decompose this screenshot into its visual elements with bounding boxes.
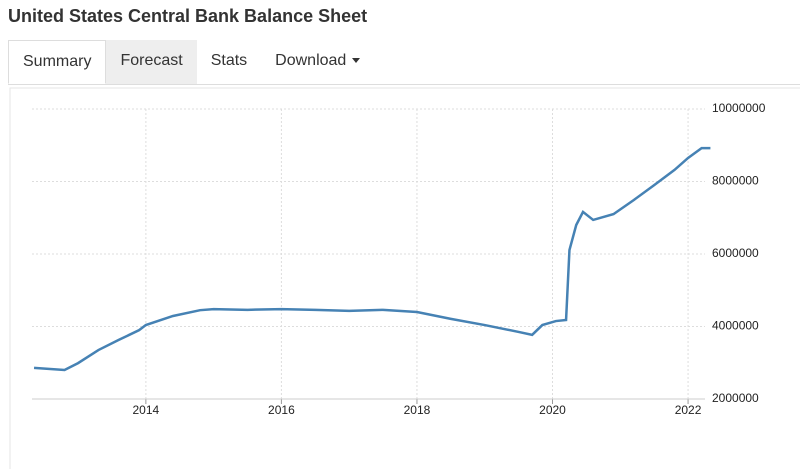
x-tick-label: 2022 — [675, 403, 702, 417]
tab[interactable]: Summary — [8, 40, 107, 84]
tab[interactable]: Download — [261, 40, 374, 84]
x-tick-label: 2016 — [268, 403, 295, 417]
chart: 2000000 4000000 6000000 8000000 10000000 2014… — [9, 87, 800, 469]
tab[interactable]: Forecast — [106, 40, 197, 84]
y-tick-label: 2000000 — [712, 391, 759, 405]
page-title: United States Central Bank Balance Sheet — [8, 6, 368, 26]
data-line — [33, 146, 711, 372]
x-tick-label: 2014 — [133, 403, 160, 417]
tab-bar: Summary Forecast Stats Download — [8, 40, 800, 85]
y-tick-label: 10000000 — [712, 101, 766, 115]
y-tick-label: 4000000 — [712, 319, 759, 333]
x-tick-label: 2018 — [404, 403, 431, 417]
chart-frame — [9, 87, 800, 469]
tab[interactable]: Stats — [210, 52, 248, 69]
y-tick-label: 6000000 — [712, 246, 759, 260]
caret — [352, 58, 361, 64]
tab-label: Download — [275, 52, 347, 69]
y-tick-label: 8000000 — [712, 174, 759, 188]
x-tick-label: 2020 — [539, 403, 566, 417]
